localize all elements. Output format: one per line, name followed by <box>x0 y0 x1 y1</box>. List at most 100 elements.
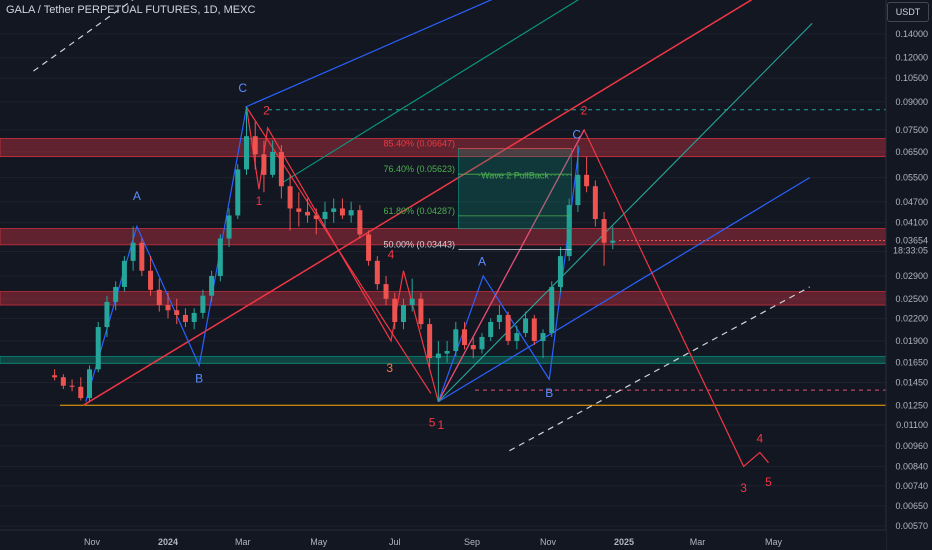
zone-green <box>0 355 887 364</box>
time-tick-label: Mar <box>690 537 706 547</box>
candle-body <box>139 242 145 271</box>
channel-line-blue-upper <box>245 0 493 108</box>
candle-body <box>444 350 450 354</box>
wave-label-2: 2 <box>263 103 270 117</box>
impulse-wave-1 <box>245 107 439 402</box>
price-tick-label: 0.07500 <box>895 125 928 135</box>
candle-body <box>200 295 206 313</box>
time-tick-label: Nov <box>84 537 101 547</box>
candle-body <box>121 260 127 287</box>
candle-body <box>488 321 494 337</box>
candle-body <box>584 174 590 187</box>
candle-body <box>549 286 555 334</box>
candle-body <box>592 186 598 220</box>
channel-line-green-upper <box>281 0 579 184</box>
candle-body <box>278 151 284 187</box>
candle-body <box>514 333 520 341</box>
currency-unit-button[interactable]: USDT <box>887 2 929 22</box>
price-tick-label: 0.10500 <box>895 73 928 83</box>
price-tick-label: 0.00960 <box>895 441 928 451</box>
candle-body <box>601 219 607 243</box>
price-tick-label: 0.01450 <box>895 377 928 387</box>
time-axis: Nov 2024 Mar May Jul Sep Nov 2025 Mar May <box>0 529 886 550</box>
time-tick-label: Sep <box>464 537 480 547</box>
candlesticks <box>52 107 616 402</box>
candle-body <box>305 211 311 216</box>
candle-body <box>339 208 345 216</box>
fib-level-label: 85.40% (0.06647) <box>383 138 455 148</box>
candle-body <box>470 345 476 350</box>
candle-body <box>174 310 180 315</box>
candle-body <box>392 298 398 322</box>
candle-body <box>331 208 337 212</box>
wave-label-5: 5 <box>765 475 772 489</box>
price-tick-label: 0.00650 <box>895 501 928 511</box>
time-tick-label: May <box>765 537 783 547</box>
price-tick-label: 0.02200 <box>895 313 928 323</box>
current-price-tag-bg <box>887 234 931 257</box>
candle-body <box>270 151 276 175</box>
abc-wave-2 <box>437 147 580 402</box>
candle-body <box>182 314 188 322</box>
candle-body <box>610 240 616 243</box>
candle-body <box>243 136 249 170</box>
candle-body <box>400 305 406 322</box>
candle-body <box>479 336 485 350</box>
candle-body <box>252 136 258 155</box>
candle-body <box>427 324 433 359</box>
price-tick-label: 0.00740 <box>895 481 928 491</box>
price-tick-label: 0.12000 <box>895 53 928 63</box>
grid <box>0 33 886 527</box>
time-axis-bg <box>0 530 886 550</box>
channel-line-green-lower <box>437 23 813 403</box>
price-tick-label: 0.00840 <box>895 461 928 471</box>
candle-body <box>540 333 546 341</box>
candle-body <box>95 327 101 370</box>
price-tick-label: 0.05500 <box>895 173 928 183</box>
wave-label-C: C <box>572 127 581 141</box>
candle-body <box>60 377 66 386</box>
candle-body <box>322 211 328 220</box>
wave-label-C: C <box>238 81 247 95</box>
wave-label-2: 2 <box>581 103 588 117</box>
candle-body <box>165 305 171 311</box>
candle-body <box>296 208 302 212</box>
countdown-timer: 18:33:05 <box>893 245 928 255</box>
fib-level-label: 50.00% (0.03443) <box>383 240 455 250</box>
candle-body <box>357 210 363 235</box>
fib-level-label: 61.80% (0.04287) <box>383 206 455 216</box>
candle-body <box>575 174 581 206</box>
candle-body <box>557 256 563 287</box>
candle-body <box>566 205 572 257</box>
candle-body <box>209 275 215 296</box>
candle-body <box>261 154 267 175</box>
wave-label-4: 4 <box>756 432 763 446</box>
price-tick-label: 0.06500 <box>895 147 928 157</box>
candle-body <box>52 375 58 378</box>
price-tick-label: 0.04100 <box>895 218 928 228</box>
price-axis-bg <box>886 0 932 550</box>
time-tick-label: Jul <box>389 537 401 547</box>
candle-body <box>226 215 232 239</box>
candle-body <box>496 314 502 322</box>
candle-body <box>523 318 529 334</box>
price-tick-label: 0.01250 <box>895 400 928 410</box>
time-tick-label: 2024 <box>158 537 178 547</box>
time-tick-label: Nov <box>540 537 557 547</box>
dashed-line-upper <box>33 0 134 72</box>
candle-body <box>156 289 162 306</box>
candle-body <box>235 169 241 216</box>
wave-label-A: A <box>478 255 486 269</box>
fib-retracement: 85.40% (0.06647) 76.40% (0.05623) 61.80% (… <box>383 138 572 250</box>
candle-body <box>217 238 223 276</box>
wave-label-A: A <box>133 189 141 203</box>
time-tick-label: Mar <box>235 537 251 547</box>
candle-body <box>505 314 511 341</box>
candle-body <box>366 234 372 261</box>
candle-body <box>453 329 459 351</box>
fib-level-label: 76.40% (0.05623) <box>383 164 455 174</box>
price-tick-label: 0.01650 <box>895 358 928 368</box>
candle-body <box>418 298 424 325</box>
